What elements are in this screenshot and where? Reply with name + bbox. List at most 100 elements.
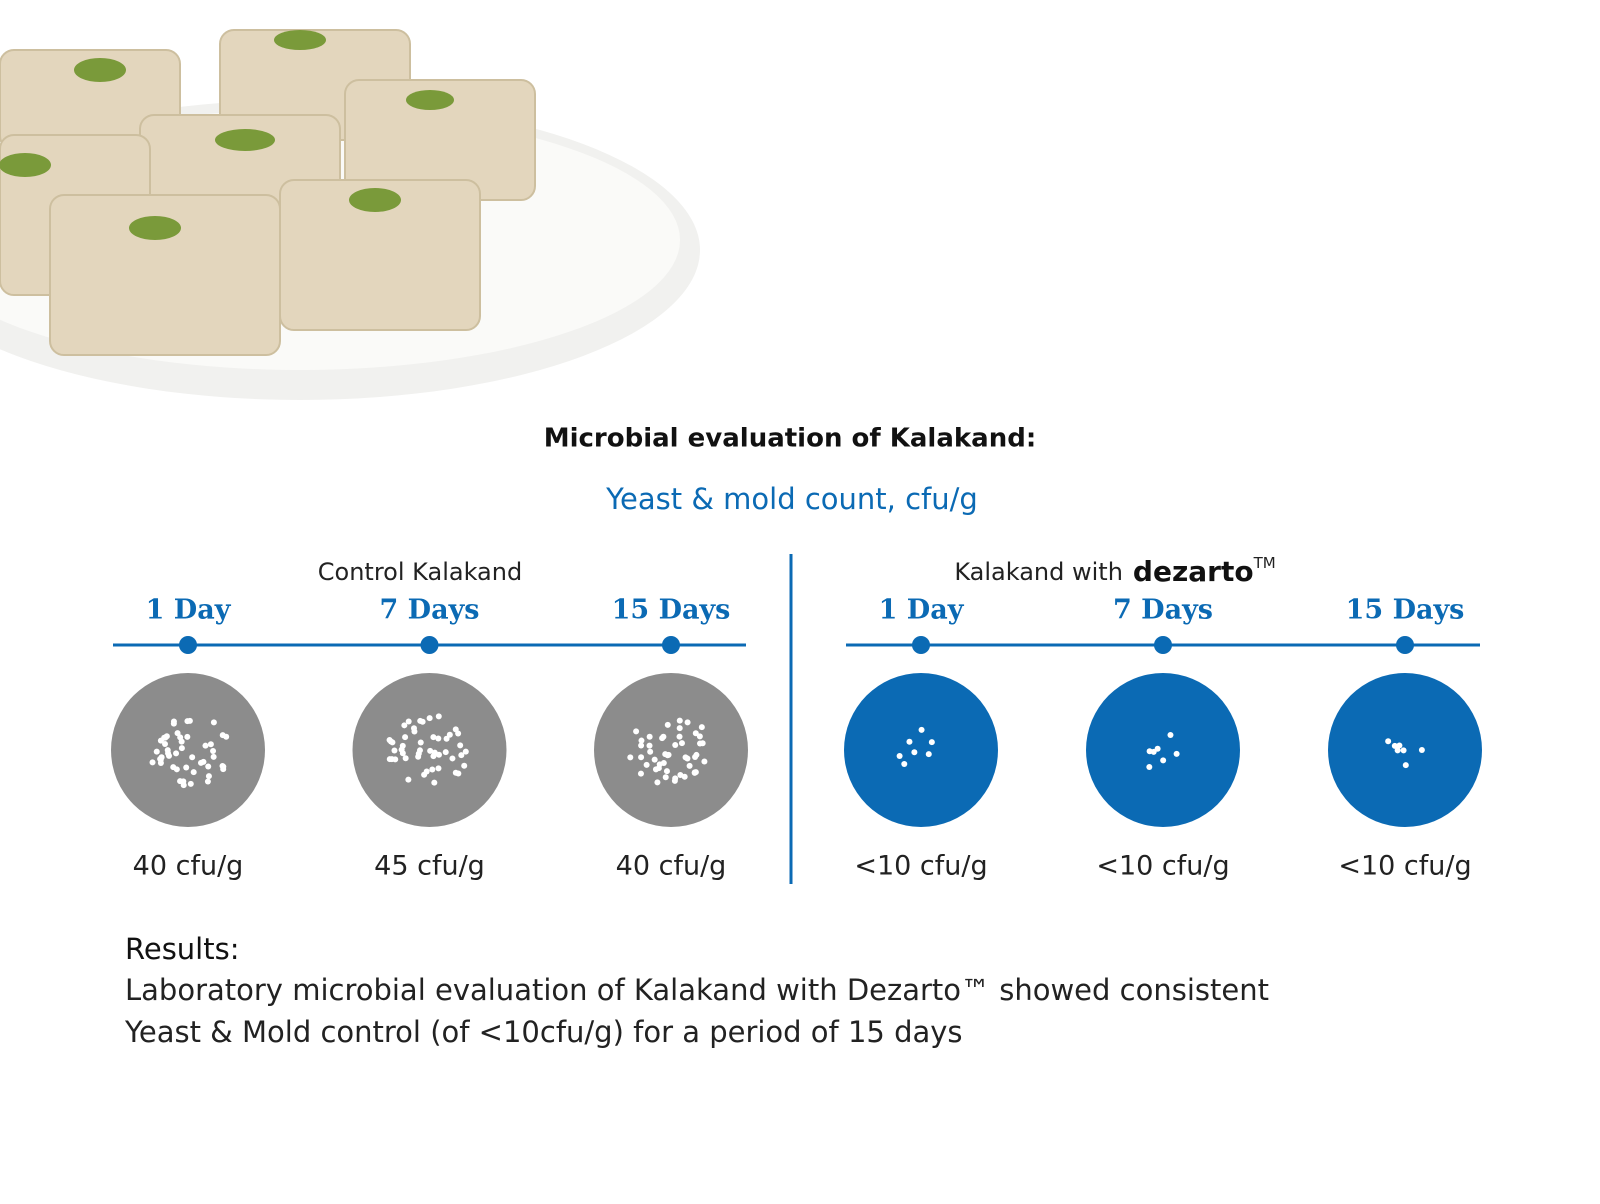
colony [419,718,426,725]
colony [647,748,654,755]
colony [646,733,653,740]
result-label: <10 cfu/g [1096,851,1229,882]
colony [663,768,670,775]
colony [654,779,661,786]
results-line: Yeast & Mold control (of <10cfu/g) for a… [124,1015,963,1049]
colony [207,741,214,748]
colony [911,749,918,756]
colony [415,750,422,757]
colony [1167,731,1174,738]
colony [676,725,683,732]
colony [173,750,180,757]
colony [1396,742,1403,749]
colony [435,735,442,742]
petri-dish [1086,673,1240,827]
colony [928,739,935,746]
colony [651,756,658,763]
colony [452,726,459,733]
result-label: 45 cfu/g [374,851,485,882]
colony [161,734,168,741]
colony [398,746,405,753]
timeline-dot [662,636,680,654]
day-label: 7 Days [1113,595,1213,626]
petri-dish [844,673,998,827]
colony [627,754,634,761]
colony [405,718,412,725]
colony [660,760,667,767]
colony [925,751,932,758]
day-label: 15 Days [612,595,731,626]
colony [210,747,217,754]
timeline-dot [1154,636,1172,654]
colony [183,764,190,771]
colony [638,754,645,761]
result-label: 40 cfu/g [616,851,727,882]
colony [435,765,442,772]
colony [170,718,177,725]
colony [402,755,409,762]
colony [204,778,211,785]
colony [678,740,685,747]
colony [1146,763,1153,770]
colony [423,768,430,775]
colony [402,734,409,741]
colony [684,719,691,726]
colony [462,748,469,755]
petri-dish [111,673,265,827]
colony [184,718,191,725]
colony [392,756,399,763]
colony [205,763,212,770]
colony [219,732,226,739]
colony [686,762,693,769]
trademark: TM [1253,554,1276,572]
colony [443,735,450,742]
colony [180,782,187,789]
colony [691,769,698,776]
group-label-text: Control Kalakand [318,558,522,586]
colony [429,766,436,773]
colony [655,765,662,772]
colony [698,724,705,731]
colony [187,780,194,787]
colony [197,759,204,766]
colony [638,737,645,744]
colony [896,753,903,760]
colony [1173,750,1180,757]
colony [435,713,442,720]
colony [662,774,669,781]
colony [676,733,683,740]
colony [149,759,156,766]
colony [165,750,172,757]
colony [901,760,908,767]
colony [660,733,667,740]
subtitle: Yeast & mold count, cfu/g [605,482,978,516]
results-line: Laboratory microbial evaluation of Kalak… [125,973,1269,1007]
colony [457,742,464,749]
colony [1160,757,1167,764]
result-label: 40 cfu/g [133,851,244,882]
colony [391,747,398,754]
colony [664,721,671,728]
timeline-dot [420,636,439,654]
colony [1394,747,1401,754]
colony [401,722,408,729]
timeline-dot [1396,636,1414,654]
colony [190,769,197,776]
colony [1385,738,1392,745]
result-label: <10 cfu/g [1338,851,1471,882]
colony [701,758,708,765]
colony [684,755,691,762]
colony [643,761,650,768]
colony [220,766,227,773]
colony [681,773,688,780]
brand-name: dezarto [1133,555,1254,588]
colony [672,775,679,782]
colony [178,745,185,752]
colony [153,748,160,755]
colony [1400,747,1407,754]
colony [173,766,180,773]
results-heading: Results: [125,932,240,966]
colony [662,751,669,758]
colony [461,762,468,769]
